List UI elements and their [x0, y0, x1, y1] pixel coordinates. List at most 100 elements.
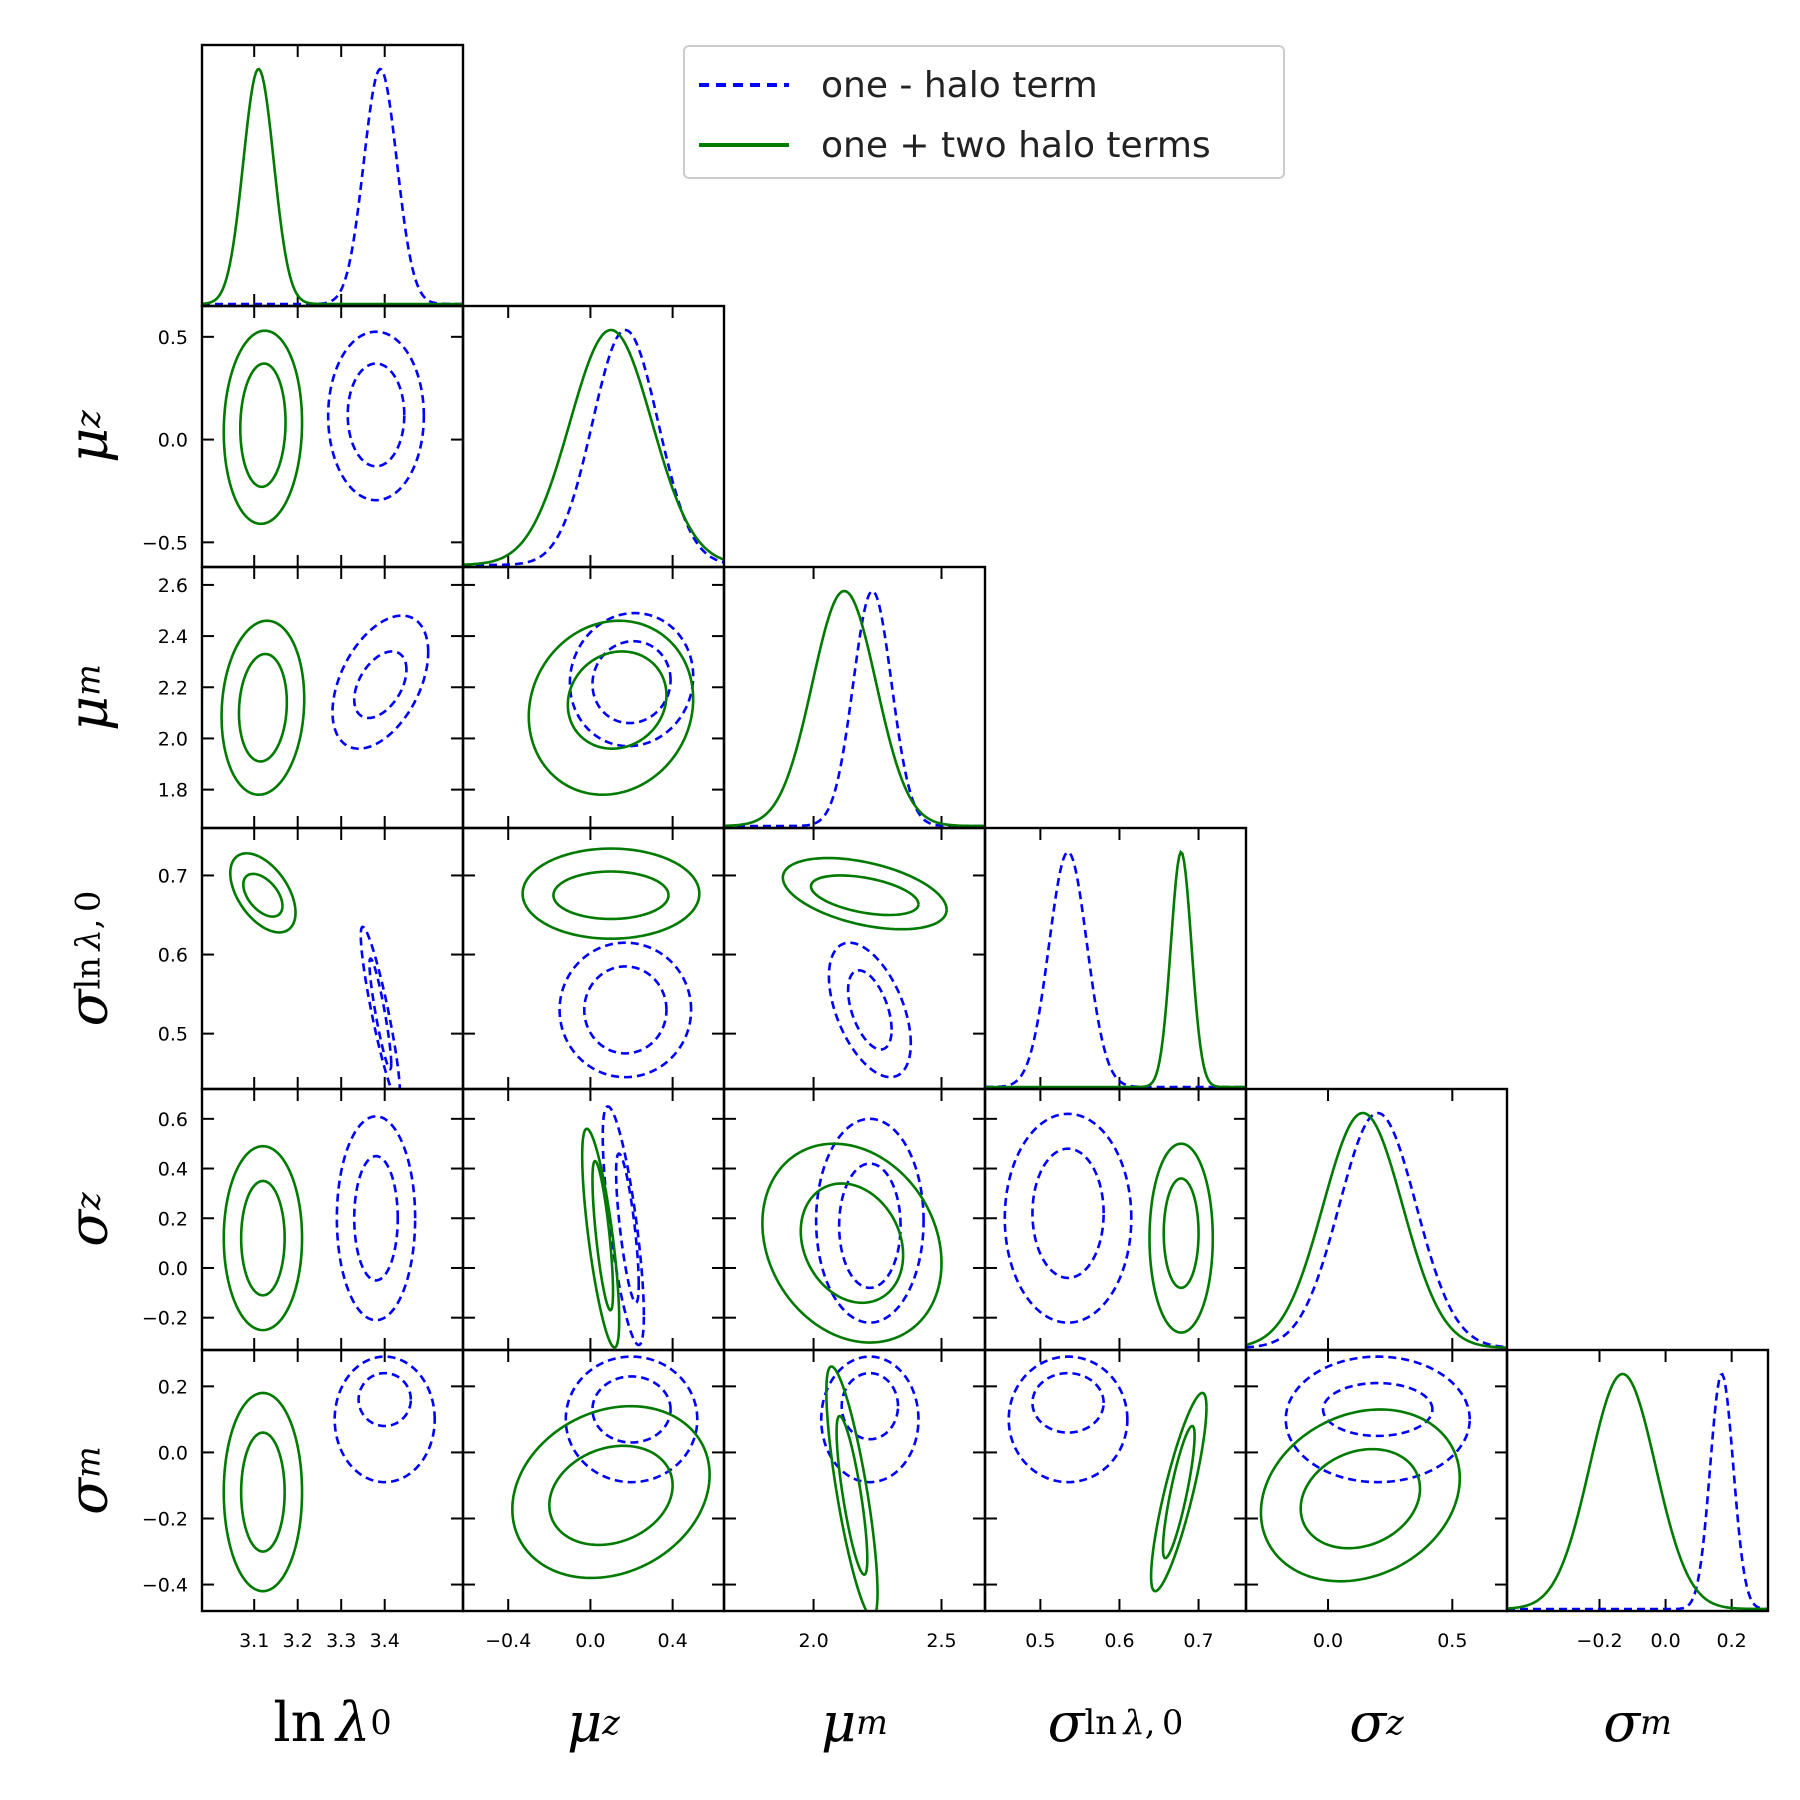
contour-95-one-halo — [558, 941, 693, 1079]
marginal-one-halo-muz — [463, 328, 724, 567]
marginal-two-halo-sigm — [1507, 1372, 1768, 1611]
contour-68-one-halo — [837, 1162, 902, 1290]
contour-68-two-halo — [1161, 1424, 1196, 1560]
panel-mum-vs-muz — [461, 565, 726, 830]
contour-68-one-halo — [1031, 1371, 1105, 1434]
panel-frame — [983, 1087, 1248, 1352]
contour-68-two-halo — [548, 1444, 674, 1547]
y-tick-label: 2.0 — [158, 728, 188, 750]
contour-95-one-halo — [335, 1115, 417, 1322]
panel-siglam-vs-lnlam — [200, 826, 465, 1091]
panel-frame — [722, 1348, 987, 1613]
contour-95-two-halo — [527, 619, 695, 797]
contour-95-two-halo — [222, 329, 304, 526]
panel-sigm-vs-lnlam — [200, 1348, 465, 1613]
x-tick-label: 0.7 — [1183, 1630, 1213, 1652]
x-tick-label: 0.0 — [1313, 1630, 1343, 1652]
x-tick-label: 2.0 — [798, 1630, 828, 1652]
contour-95-one-halo — [333, 1355, 437, 1484]
contour-95-one-halo — [1007, 1355, 1129, 1484]
contour-95-one-halo — [1284, 1355, 1472, 1484]
y-tick-label: 2.4 — [158, 626, 188, 648]
y-tick-label: 0.2 — [158, 1376, 188, 1398]
x-tick-label: 0.5 — [1025, 1630, 1055, 1652]
contour-68-one-halo — [1321, 1381, 1434, 1438]
x-tick-label: 0.0 — [1650, 1630, 1680, 1652]
contour-95-two-halo — [1148, 1142, 1215, 1334]
contour-95-two-halo — [580, 1127, 621, 1349]
panel-frame — [1505, 1348, 1770, 1613]
panel-sigm-vs-mum — [722, 1348, 987, 1613]
x-tick-label: −0.4 — [485, 1630, 531, 1652]
legend-swatch-dashed — [699, 83, 789, 87]
contour-95-two-halo — [1259, 1408, 1462, 1583]
contour-68-two-halo — [237, 652, 289, 763]
y-axis-label-sigm: σm — [56, 1446, 119, 1515]
contour-68-one-halo — [614, 1152, 641, 1305]
panel-sigz-vs-lnlam — [200, 1087, 465, 1352]
panel-sigm-vs-siglam — [983, 1348, 1248, 1613]
contour-95-one-halo — [814, 1117, 925, 1324]
contour-68-one-halo — [840, 1371, 900, 1441]
marginal-two-halo-siglam — [985, 849, 1246, 1089]
marginal-one-halo-mum — [724, 589, 985, 828]
contour-68-two-halo — [239, 1179, 286, 1297]
contour-95-two-halo — [222, 1144, 304, 1332]
contour-95-one-halo — [827, 941, 913, 1079]
panel-sigm-vs-sigm — [1505, 1348, 1770, 1613]
legend-swatch-solid — [699, 143, 789, 147]
contour-95-two-halo — [222, 1391, 304, 1593]
y-tick-label: 0.5 — [158, 1024, 188, 1046]
x-tick-label: 0.4 — [658, 1630, 688, 1652]
y-tick-label: 0.5 — [158, 327, 188, 349]
contour-68-one-halo — [591, 639, 672, 725]
contour-68-two-halo — [566, 650, 668, 750]
contour-95-two-halo — [761, 1142, 943, 1344]
contour-68-two-halo — [238, 362, 287, 489]
x-tick-label: −0.2 — [1576, 1630, 1622, 1652]
y-tick-label: 0.0 — [158, 1258, 188, 1280]
contour-95-two-halo — [1149, 1391, 1208, 1593]
x-tick-label: 0.2 — [1717, 1630, 1747, 1652]
y-tick-label: 0.2 — [158, 1208, 188, 1230]
panel-frame — [461, 1348, 726, 1613]
panel-siglam-vs-mum — [722, 826, 987, 1091]
y-tick-label: 0.0 — [158, 430, 188, 452]
panel-mum-vs-lnlam — [200, 565, 465, 830]
y-tick-label: 1.8 — [158, 780, 188, 802]
contour-68-one-halo — [357, 1371, 413, 1428]
legend-label: one + two halo terms — [821, 124, 1211, 166]
contour-95-two-halo — [511, 1404, 711, 1580]
marginal-one-halo-sigm — [1507, 1372, 1768, 1611]
panel-sigm-vs-sigz — [1244, 1348, 1509, 1613]
x-tick-label: 3.4 — [370, 1630, 400, 1652]
contour-95-two-halo — [781, 856, 948, 931]
marginal-one-halo-siglam — [985, 850, 1246, 1089]
panel-sigz-vs-mum — [722, 1087, 987, 1352]
y-tick-label: −0.2 — [142, 1308, 188, 1330]
panel-mum-vs-mum — [722, 565, 987, 830]
panel-lnlam-vs-lnlam — [200, 43, 465, 308]
contour-95-one-halo — [326, 330, 426, 502]
contour-95-two-halo — [825, 1365, 879, 1611]
contour-95-one-halo — [359, 925, 402, 1089]
marginal-one-halo-lnlam — [202, 67, 463, 306]
y-tick-label: 2.2 — [158, 677, 188, 699]
y-tick-label: −0.4 — [142, 1575, 188, 1597]
contour-95-one-halo — [819, 1355, 920, 1484]
panel-sigz-vs-muz — [461, 1087, 726, 1352]
contour-95-one-halo — [568, 611, 695, 748]
panel-frame — [983, 826, 1248, 1091]
contour-68-two-halo — [239, 1431, 286, 1553]
panel-siglam-vs-muz — [461, 826, 726, 1091]
legend: one - halo term one + two halo terms — [683, 45, 1285, 179]
panel-frame — [461, 304, 726, 569]
contour-68-two-halo — [835, 1414, 869, 1576]
panel-sigz-vs-sigz — [1244, 1087, 1509, 1352]
marginal-one-halo-sigz — [1246, 1111, 1507, 1349]
contour-95-two-halo — [228, 852, 297, 934]
x-tick-label: 3.1 — [239, 1630, 269, 1652]
marginal-two-halo-mum — [724, 589, 985, 828]
